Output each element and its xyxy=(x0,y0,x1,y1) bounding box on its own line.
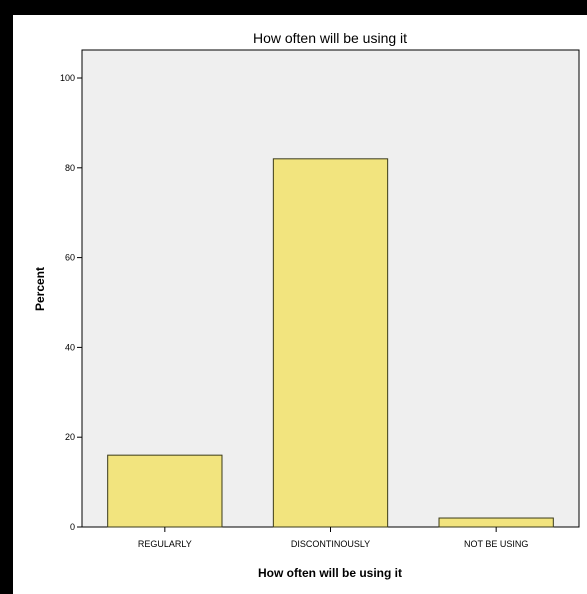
y-tick-label: 0 xyxy=(70,522,75,532)
y-tick-label: 40 xyxy=(65,342,75,352)
y-tick-label: 60 xyxy=(65,253,75,263)
bar-discontinously xyxy=(272,158,389,528)
bars xyxy=(107,158,554,528)
x-tick-label: REGULARLY xyxy=(138,539,192,549)
y-axis: 0 20 40 60 80 100 xyxy=(60,73,82,532)
y-axis-label: Percent xyxy=(33,267,47,311)
x-axis-label: How often will be using it xyxy=(258,566,402,580)
chart-title: How often will be using it xyxy=(253,30,407,46)
y-tick-label: 20 xyxy=(65,432,75,442)
y-tick-label: 80 xyxy=(65,163,75,173)
x-axis: REGULARLY DISCONTINOUSLY NOT BE USING xyxy=(138,527,528,549)
x-tick-label: NOT BE USING xyxy=(464,539,528,549)
bar-regularly xyxy=(107,454,223,528)
x-tick-label: DISCONTINOUSLY xyxy=(291,539,370,549)
y-tick-label: 100 xyxy=(60,73,75,83)
bar-not-be-using xyxy=(438,517,554,528)
